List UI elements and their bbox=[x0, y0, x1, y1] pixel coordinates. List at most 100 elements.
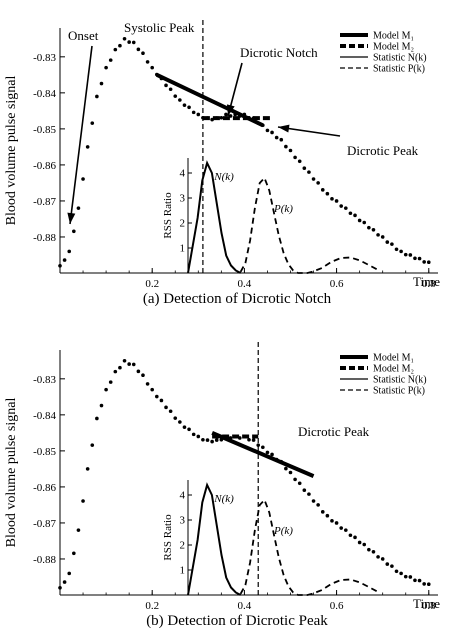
signal-point bbox=[395, 569, 399, 573]
dicrotic-peak-label: Dicrotic Peak bbox=[347, 143, 419, 158]
signal-point bbox=[376, 555, 380, 559]
signal-point bbox=[67, 572, 71, 576]
signal-point bbox=[206, 438, 210, 442]
signal-point bbox=[183, 425, 187, 429]
signal-point bbox=[100, 404, 104, 408]
signal-point bbox=[63, 258, 67, 262]
signal-point bbox=[72, 551, 76, 555]
signal-point bbox=[303, 488, 307, 492]
signal-point bbox=[367, 226, 371, 230]
signal-point bbox=[114, 48, 118, 52]
signal-point bbox=[164, 406, 168, 410]
signal-point bbox=[399, 572, 403, 576]
signal-point bbox=[385, 240, 389, 244]
signal-point bbox=[77, 206, 81, 210]
signal-point bbox=[114, 370, 118, 374]
signal-point bbox=[118, 366, 122, 370]
signal-point bbox=[372, 228, 376, 232]
inset-y-tick-label: 3 bbox=[180, 193, 186, 205]
signal-point bbox=[169, 87, 173, 91]
signal-point bbox=[298, 482, 302, 486]
signal-point bbox=[307, 492, 311, 496]
signal-point bbox=[312, 499, 316, 503]
signal-point bbox=[90, 121, 94, 125]
signal-point bbox=[224, 113, 228, 117]
figure-caption: (a) Detection of Dicrotic Notch bbox=[143, 291, 332, 307]
signal-point bbox=[404, 253, 408, 257]
signal-point bbox=[141, 51, 145, 55]
signal-point bbox=[390, 242, 394, 246]
inset-y-tick-label: 2 bbox=[180, 218, 186, 230]
signal-point bbox=[409, 575, 413, 579]
signal-point bbox=[289, 471, 293, 475]
signal-point bbox=[137, 48, 141, 52]
y-tick-label: -0.84 bbox=[33, 410, 56, 422]
inset-y-axis-label: RSS Ratio bbox=[162, 192, 174, 239]
signal-point bbox=[321, 510, 325, 514]
signal-point bbox=[270, 131, 274, 135]
signal-point bbox=[293, 478, 297, 482]
legend-entry: Statistic P(k) bbox=[373, 64, 425, 75]
x-tick-label: 0.4 bbox=[238, 278, 252, 290]
y-tick-label: -0.85 bbox=[33, 446, 56, 458]
signal-point bbox=[381, 235, 385, 239]
inset-y-tick-label: 1 bbox=[180, 565, 186, 577]
signal-point bbox=[335, 521, 339, 525]
signal-point bbox=[210, 440, 214, 444]
signal-point bbox=[100, 82, 104, 86]
signal-point bbox=[330, 197, 334, 201]
x-tick-label: 0.6 bbox=[330, 600, 344, 612]
inset-n-label: N(k) bbox=[213, 493, 234, 505]
signal-point bbox=[399, 250, 403, 254]
signal-point bbox=[358, 219, 362, 223]
signal-point bbox=[109, 380, 113, 384]
x-tick-label: 0.2 bbox=[145, 278, 159, 290]
x-tick-label: 0.4 bbox=[238, 600, 252, 612]
signal-point bbox=[132, 363, 136, 367]
signal-point bbox=[349, 211, 353, 215]
signal-point bbox=[362, 543, 366, 547]
signal-point bbox=[362, 221, 366, 225]
signal-point bbox=[187, 105, 191, 109]
signal-point bbox=[381, 557, 385, 561]
signal-point bbox=[146, 60, 150, 64]
legend-entry: Statistic P(k) bbox=[373, 386, 425, 397]
signal-point bbox=[127, 40, 131, 44]
signal-point bbox=[418, 579, 422, 583]
signal-point bbox=[160, 399, 164, 403]
signal-point bbox=[178, 98, 182, 102]
signal-point bbox=[344, 528, 348, 532]
signal-point bbox=[220, 116, 224, 120]
systolic-peak-label: Systolic Peak bbox=[124, 20, 195, 35]
y-axis-label: Blood volume pulse signal bbox=[4, 76, 19, 226]
signal-point bbox=[192, 111, 196, 115]
legend-entry: Model M₂ bbox=[373, 364, 414, 375]
inset-y-tick-label: 3 bbox=[180, 515, 186, 527]
signal-point bbox=[81, 499, 85, 503]
signal-point bbox=[284, 467, 288, 471]
legend-entry: Statistic N(k) bbox=[373, 53, 427, 64]
signal-point bbox=[372, 550, 376, 554]
signal-point bbox=[344, 206, 348, 210]
signal-point bbox=[252, 438, 256, 442]
signal-point bbox=[298, 160, 302, 164]
x-tick-label: 0.2 bbox=[145, 600, 159, 612]
signal-point bbox=[132, 41, 136, 45]
signal-point bbox=[72, 229, 76, 233]
signal-point bbox=[316, 503, 320, 507]
signal-point bbox=[422, 582, 426, 586]
signal-point bbox=[279, 138, 283, 142]
signal-point bbox=[409, 253, 413, 257]
y-tick-label: -0.84 bbox=[33, 88, 56, 100]
legend-entry: Model M₁ bbox=[373, 353, 414, 364]
legend-entry: Model M₁ bbox=[373, 31, 414, 42]
signal-point bbox=[58, 586, 62, 590]
signal-point bbox=[413, 256, 417, 260]
signal-point bbox=[418, 257, 422, 261]
signal-point bbox=[95, 417, 99, 421]
signal-point bbox=[293, 156, 297, 160]
signal-point bbox=[118, 44, 122, 48]
signal-point bbox=[367, 548, 371, 552]
signal-point bbox=[173, 94, 177, 98]
